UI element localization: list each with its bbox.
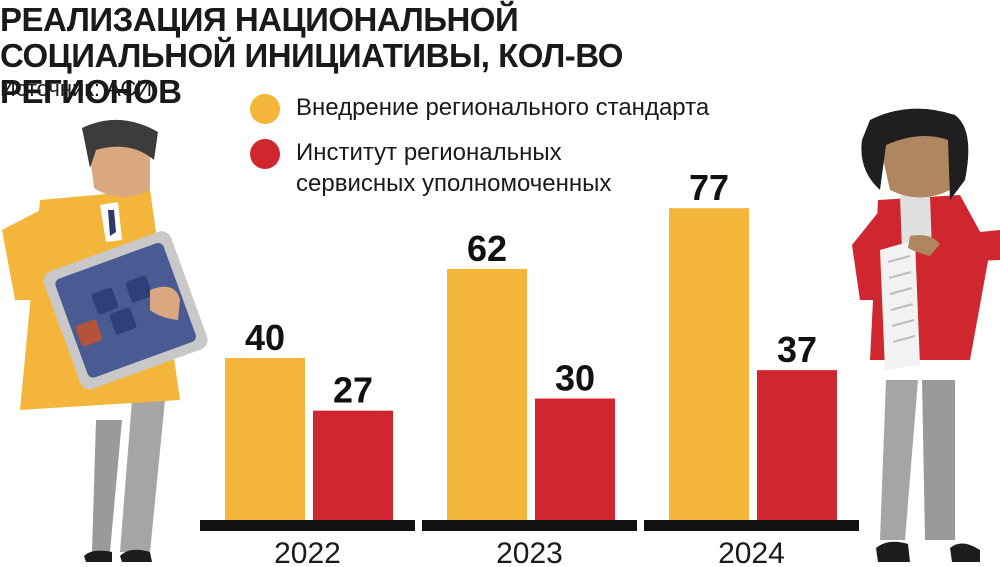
bar-2024-series-0 [669,208,749,520]
legend-swatch-red [250,139,280,169]
bar-2023-series-0 [447,268,527,520]
axis-segment-2022 [200,520,415,531]
data-label-2023-series-1: 30 [555,358,595,399]
legend: Внедрение регионального стандарта Инстит… [250,92,709,213]
axis-layer [200,520,859,531]
man-with-calculator-illustration [2,119,208,562]
bar-2024-series-1 [757,370,837,520]
chart-source: Источник: АСИ [0,76,153,101]
x-tick-label-2023: 2023 [496,537,563,567]
x-tick-label-2022: 2022 [274,537,341,567]
legend-label-ombudsmen: Институт региональных сервисных уполномо… [296,139,612,197]
data-label-2022-series-0: 40 [245,317,285,358]
chart-title: РЕАЛИЗАЦИЯ НАЦИОНАЛЬНОЙ СОЦИАЛЬНОЙ ИНИЦИ… [0,1,623,110]
axis-segment-2023 [422,520,637,531]
bars-layer [225,208,837,520]
labels-layer: 2022 40 27 2023 62 30 2024 77 37 [245,167,817,567]
legend-item-standard: Внедрение регионального стандарта [250,92,710,124]
axis-segment-2024 [644,520,859,531]
bar-2023-series-1 [535,398,615,520]
legend-swatch-yellow [250,94,280,124]
legend-item-ombudsmen: Институт региональных сервисных уполномо… [250,137,656,199]
data-label-2024-series-1: 37 [777,329,817,370]
bar-2022-series-0 [225,358,305,520]
x-tick-label-2024: 2024 [718,537,785,567]
data-label-2024-series-0: 77 [689,167,729,208]
legend-label-standard: Внедрение регионального стандарта [296,94,710,121]
data-label-2023-series-0: 62 [467,228,507,269]
woman-with-receipt-illustration [852,108,1000,562]
bar-2022-series-1 [313,410,393,520]
data-label-2022-series-1: 27 [333,370,373,411]
